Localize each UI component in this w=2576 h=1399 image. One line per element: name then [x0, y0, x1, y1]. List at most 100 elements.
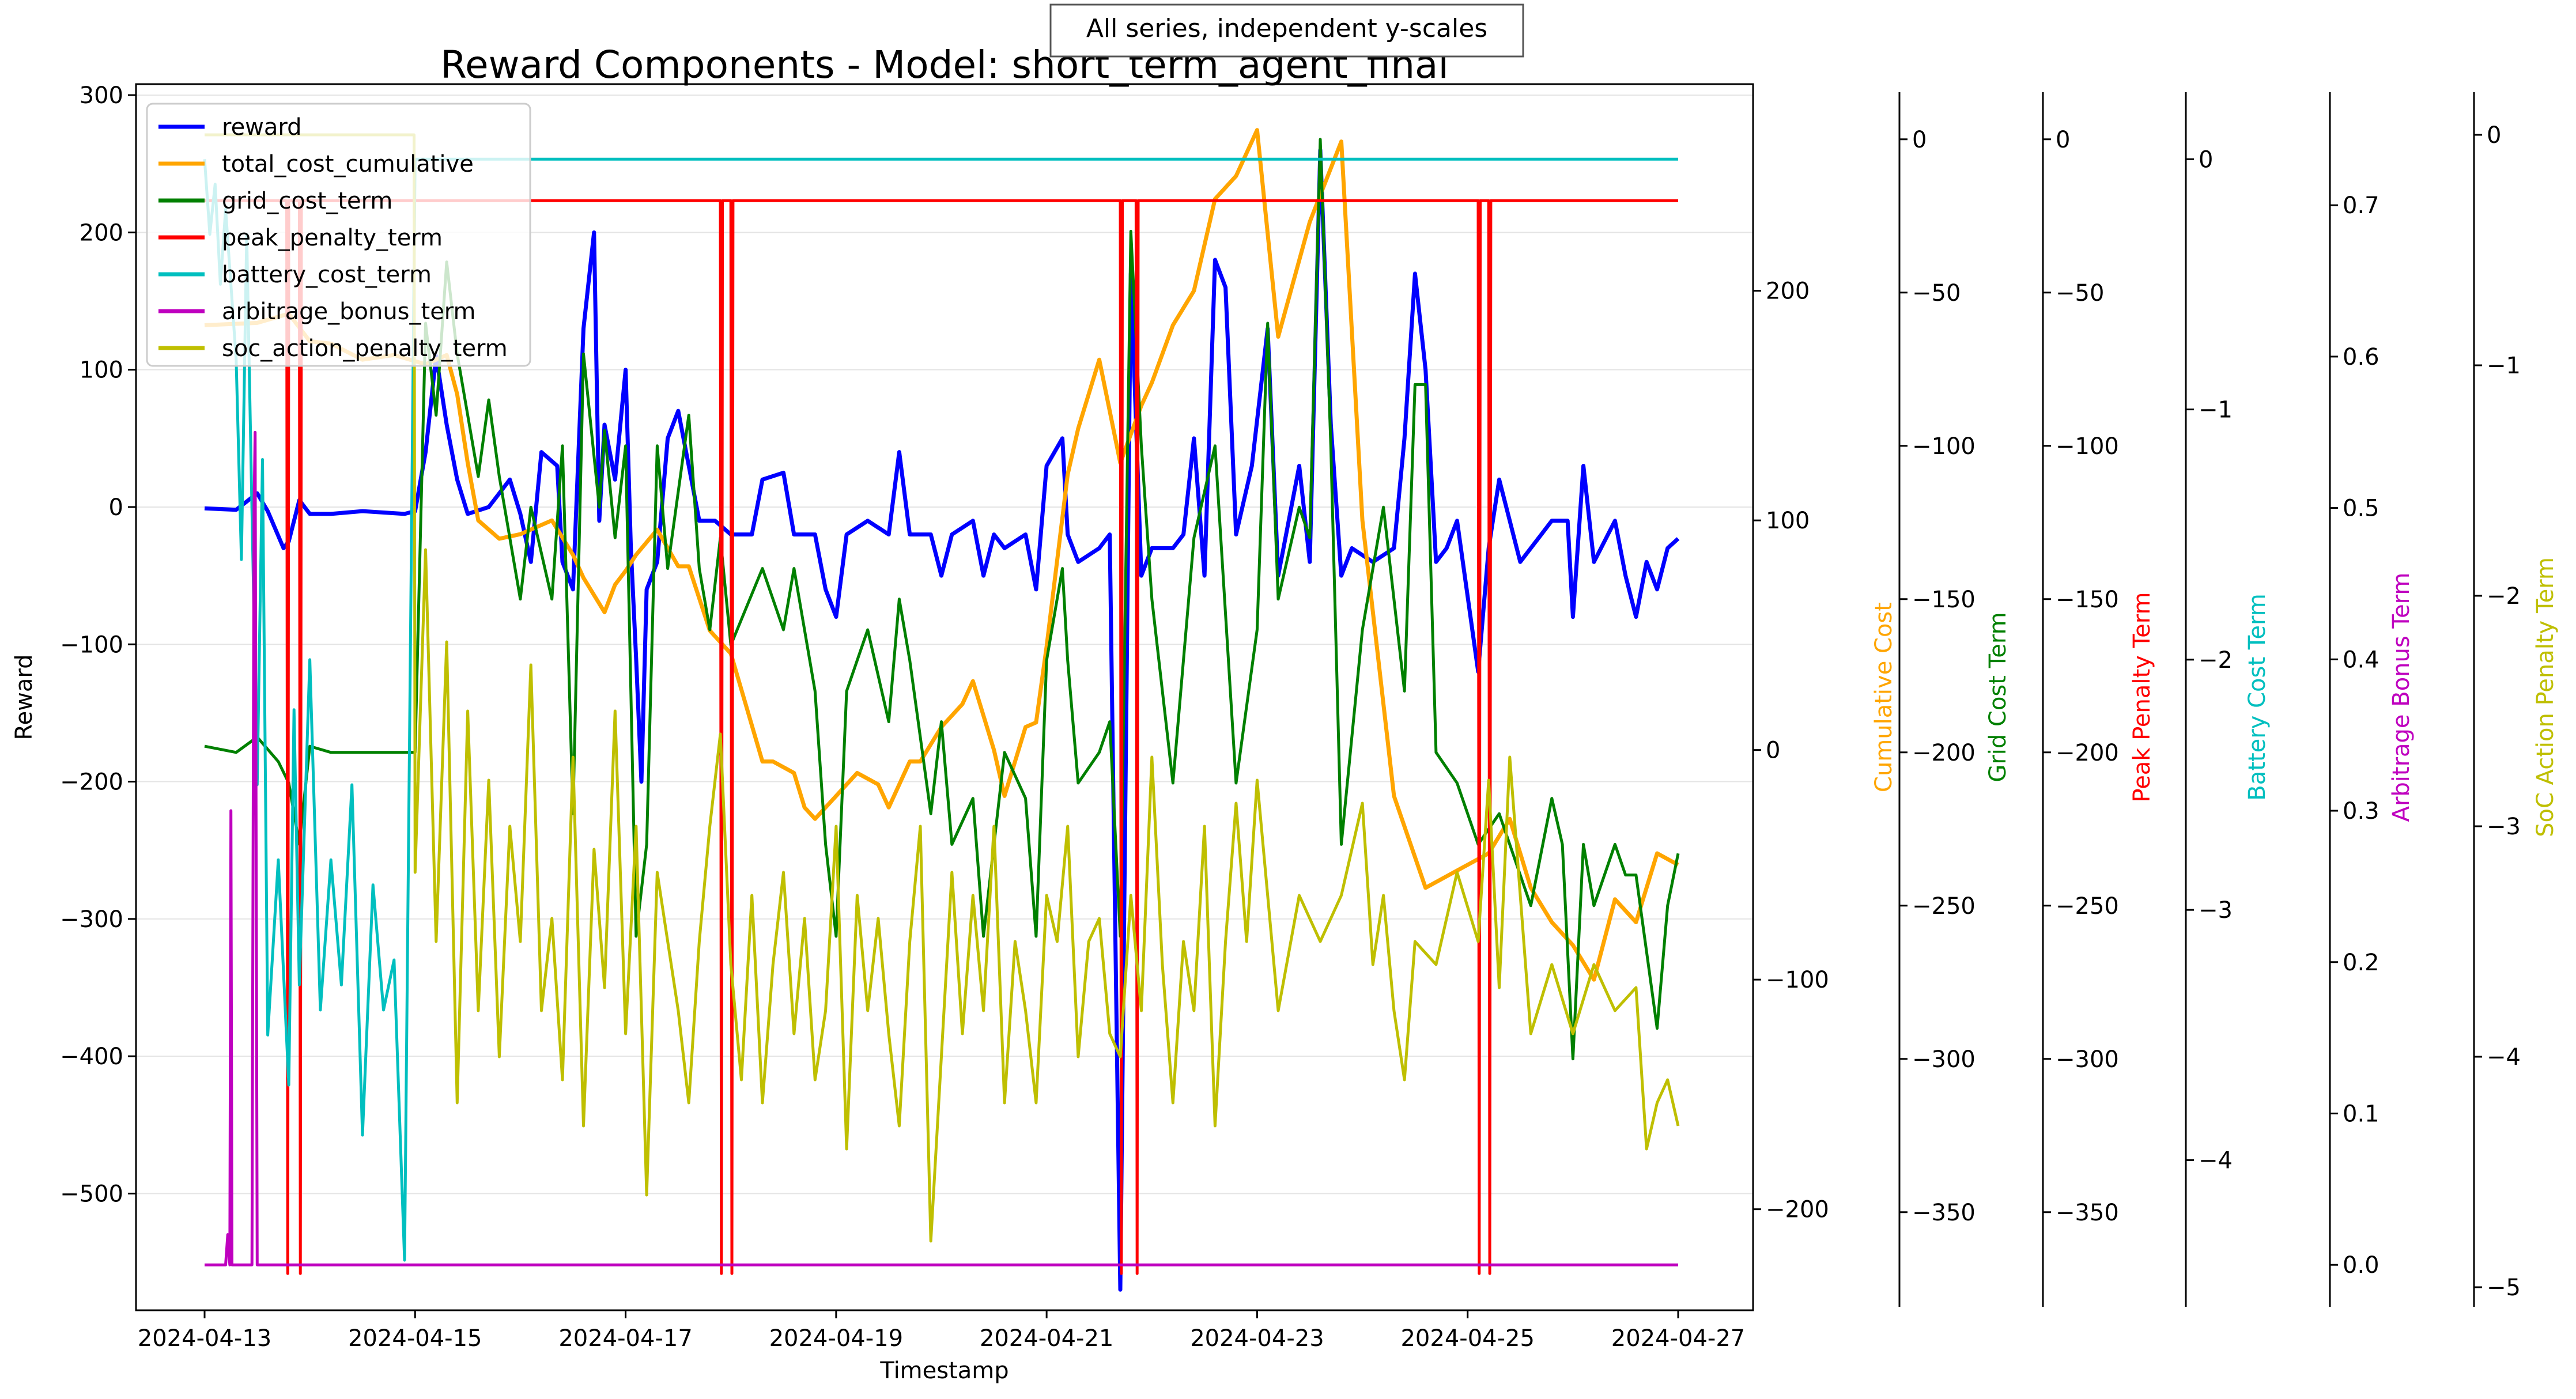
x-tick-label: 2024-04-25	[1400, 1325, 1534, 1352]
legend-label: battery_cost_term	[222, 262, 432, 288]
y-axes: 3002001000−100−200−300−400−500Reward2001…	[11, 82, 2559, 1307]
series-line-soc	[205, 133, 1680, 1243]
y-axis-cost: 200 100 0 −100 −200 Cumulative Cost	[1753, 278, 1897, 1223]
x-tick-label: 2024-04-21	[980, 1325, 1113, 1352]
y-axis-title-grid: Grid Cost Term	[1985, 612, 2011, 782]
y-tick-label: −200	[1912, 740, 1976, 766]
y-tick-label: 200	[1766, 278, 1810, 305]
y-tick-label: −500	[60, 1181, 123, 1207]
x-axis: 2024-04-13 2024-04-15 2024-04-17 2024-04-19…	[138, 1310, 1745, 1352]
y-axis-arbitrage: 0.7 0.6 0.5 0.4 0.3 0.2 0.1 0.0 Arbitrage Bonus …	[2329, 92, 2415, 1307]
suptitle-frame	[1049, 3, 1524, 58]
y-tick-label: −300	[60, 906, 123, 933]
y-tick-label: −4	[2199, 1147, 2233, 1174]
y-tick-label: 0.4	[2343, 646, 2379, 673]
y-tick-label: −250	[1912, 893, 1976, 920]
y-axis-reward: 300 200 100 0 −100 −200 −300 −400 −500 Reward	[11, 82, 136, 1207]
x-axis-title: Timestamp	[879, 1358, 1009, 1384]
legend-label: soc_action_penalty_term	[222, 335, 508, 362]
y-tick-label: −100	[1912, 433, 1976, 460]
y-tick-label: 0	[2199, 146, 2213, 173]
y-axis-grid: 0 −50 −100 −150 −200 −250 −300 −350 Grid Cost Te…	[1898, 92, 2011, 1307]
y-tick-label: −350	[2056, 1200, 2119, 1226]
x-tick-label: 2024-04-17	[558, 1325, 692, 1352]
series-line-cost	[204, 128, 1679, 982]
series-line-arbitrage	[205, 430, 1678, 1266]
y-tick-label: −2	[2487, 583, 2521, 610]
y-tick-label: 0	[1766, 738, 1780, 764]
y-tick-label: 200	[80, 220, 123, 246]
y-tick-label: 300	[80, 82, 123, 109]
y-tick-label: −4	[2487, 1044, 2521, 1071]
y-tick-label: −100	[2056, 433, 2119, 460]
y-tick-label: 0.3	[2343, 798, 2379, 825]
y-axis-battery: 0 −1 −2 −3 −4 Battery Cost Term	[2185, 92, 2271, 1307]
y-tick-label: −150	[2056, 587, 2119, 613]
y-tick-label: −200	[1766, 1197, 1829, 1223]
y-tick-label: −200	[60, 769, 123, 796]
y-tick-label: 100	[1766, 508, 1810, 534]
x-tick-label: 2024-04-27	[1611, 1325, 1745, 1352]
plot-frame	[135, 83, 1754, 1311]
x-tick-label: 2024-04-23	[1190, 1325, 1324, 1352]
legend-label: grid_cost_term	[222, 188, 392, 214]
legend-label: peak_penalty_term	[222, 225, 443, 251]
legend-entry-grid: grid_cost_term	[158, 188, 392, 214]
legend-entry-arbitrage: arbitrage_bonus_term	[158, 298, 476, 325]
y-tick-label: −400	[60, 1043, 123, 1070]
y-tick-label: 0.7	[2343, 192, 2379, 219]
y-axis-title-reward: Reward	[11, 655, 37, 740]
y-tick-label: −150	[1912, 587, 1976, 613]
y-axis-title-battery: Battery Cost Term	[2244, 593, 2271, 800]
y-tick-label: 0	[1912, 127, 1927, 153]
y-tick-label: −100	[1766, 967, 1829, 993]
x-tick-label: 2024-04-19	[769, 1325, 903, 1352]
y-tick-label: −350	[1912, 1200, 1976, 1226]
y-tick-label: 0	[2487, 122, 2501, 149]
y-tick-label: −1	[2199, 397, 2233, 424]
legend-entry-reward: reward	[158, 114, 302, 141]
y-tick-label: −50	[2056, 280, 2104, 307]
legend-frame	[146, 103, 531, 367]
x-tick-label: 2024-04-13	[138, 1325, 271, 1352]
y-tick-label: 0.2	[2343, 950, 2379, 976]
y-tick-label: −50	[1912, 280, 1961, 307]
legend-entry-battery: battery_cost_term	[158, 262, 432, 288]
y-tick-label: −3	[2487, 814, 2521, 840]
legend: reward total_cost_cumulative grid_cost_ter…	[146, 103, 531, 367]
y-tick-label: −1	[2487, 353, 2521, 379]
legend-entry-peak: peak_penalty_term	[158, 225, 443, 251]
legend-entry-cost: total_cost_cumulative	[158, 151, 474, 177]
y-tick-label: 0.0	[2343, 1252, 2379, 1279]
y-tick-label: −200	[2056, 740, 2119, 766]
y-tick-label: 0.1	[2343, 1101, 2379, 1127]
series-line-peak	[205, 199, 1678, 1275]
y-tick-label: −250	[2056, 893, 2119, 920]
legend-entry-soc: soc_action_penalty_term	[158, 335, 508, 362]
y-axis-title-arbitrage: Arbitrage Bonus Term	[2388, 573, 2415, 822]
y-tick-label: −3	[2199, 897, 2233, 924]
legend-label: total_cost_cumulative	[222, 151, 474, 177]
legend-label: reward	[222, 114, 302, 141]
y-tick-label: 100	[80, 357, 123, 384]
y-tick-label: −5	[2487, 1275, 2521, 1301]
y-tick-label: 0	[109, 494, 123, 521]
y-axis-soc: 0 −1 −2 −3 −4 −5 SoC Action Penalty Term	[2473, 92, 2559, 1307]
y-tick-label: 0.5	[2343, 496, 2379, 522]
y-tick-label: 0	[2056, 127, 2070, 153]
y-tick-label: −300	[1912, 1046, 1976, 1073]
y-tick-label: −2	[2199, 647, 2233, 674]
suptitle: All series, independent y-scales	[1086, 14, 1487, 43]
suptitle-box: All series, independent y-scales	[1049, 3, 1524, 58]
y-tick-label: 0.6	[2343, 344, 2379, 370]
x-tick-label: 2024-04-15	[348, 1325, 482, 1352]
series-line-grid	[204, 138, 1680, 1061]
y-axis-peak: 0 −50 −100 −150 −200 −250 −300 −350 Peak Penalty…	[2042, 92, 2155, 1307]
series-line-reward	[204, 148, 1680, 1292]
y-tick-label: −300	[2056, 1046, 2119, 1073]
y-tick-label: −100	[60, 632, 123, 658]
legend-label: arbitrage_bonus_term	[222, 298, 476, 325]
y-axis-title-cost: Cumulative Cost	[1871, 602, 1897, 792]
y-axis-title-soc: SoC Action Penalty Term	[2532, 557, 2559, 837]
